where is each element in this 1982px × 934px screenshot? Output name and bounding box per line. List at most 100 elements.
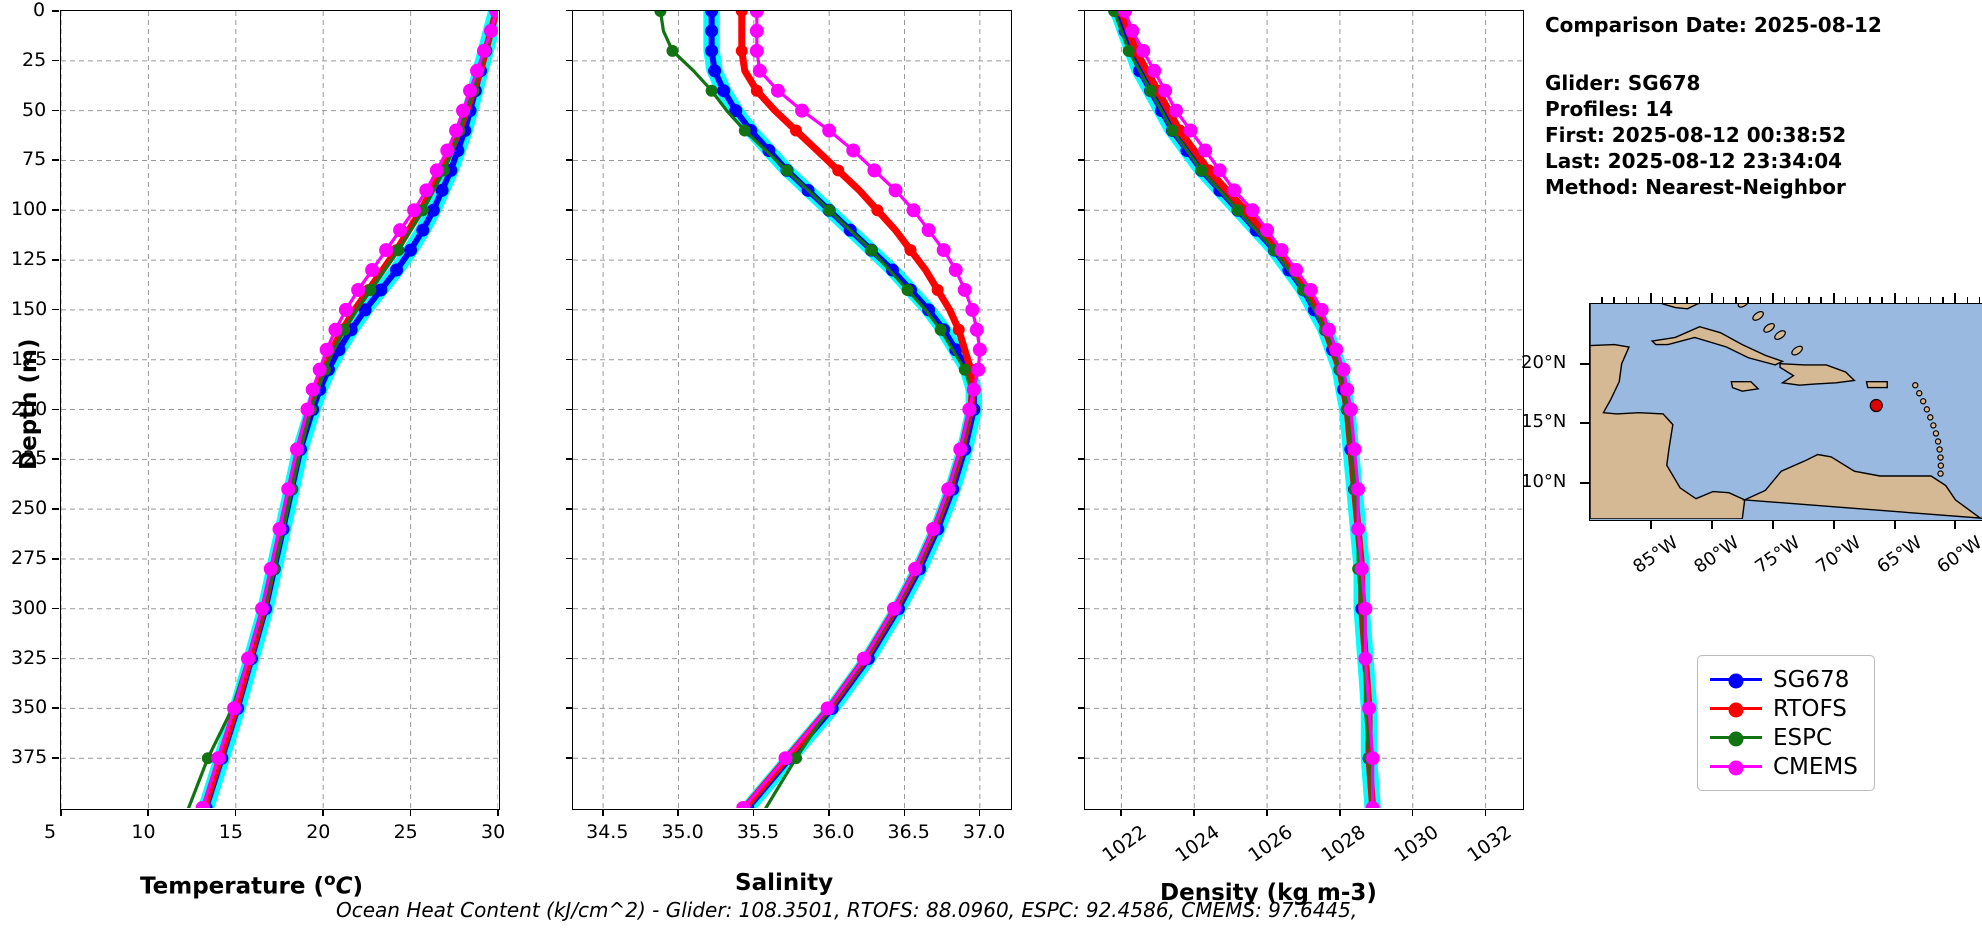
map-lon-minor-tick	[1942, 297, 1944, 303]
map-lon-minor-tick	[1601, 297, 1603, 303]
lesser-antilles-island-0	[1912, 382, 1919, 389]
x-tick-label: 37.0	[962, 821, 1006, 843]
profiles-text: Profiles: 14	[1545, 97, 1674, 121]
legend-marker-dot	[1728, 731, 1744, 747]
temperature-axis-label: Temperature (oC)	[140, 870, 364, 900]
y-tick	[566, 508, 572, 510]
x-tick	[602, 809, 604, 816]
y-tick-label: 275	[11, 546, 48, 569]
x-tick-label: 30	[481, 821, 506, 843]
map-lon-label: 80°W	[1690, 532, 1743, 578]
map-lon-tick	[1771, 521, 1774, 529]
legend-item-rtofs[interactable]: RTOFS	[1710, 694, 1858, 723]
legend-marker-dot	[1728, 673, 1744, 689]
lesser-antilles-island-4	[1927, 414, 1934, 421]
y-tick	[52, 109, 59, 112]
map-lat-label: 10°N	[1521, 471, 1567, 493]
bahamas-island-4	[1774, 330, 1786, 340]
florida-landmass	[1661, 304, 1701, 310]
map-lon-tick	[1649, 521, 1652, 529]
map-lon-minor-tick	[1771, 293, 1774, 303]
y-tick-label: 150	[11, 297, 48, 320]
lesser-antilles-island-2	[1919, 398, 1927, 405]
x-tick-label: 1022	[1098, 821, 1152, 867]
map-lon-minor-tick	[1662, 297, 1664, 303]
x-tick	[828, 809, 830, 816]
map-lon-minor-tick	[1905, 297, 1908, 303]
y-tick	[1078, 557, 1084, 560]
map-lon-tick	[1893, 521, 1896, 529]
x-tick	[1193, 809, 1195, 816]
x-tick	[234, 809, 237, 816]
glider-location-marker	[1869, 398, 1883, 413]
legend-label: ESPC	[1773, 724, 1833, 751]
y-tick-label: 325	[11, 646, 48, 669]
x-tick	[497, 809, 499, 816]
y-tick-label: 250	[11, 497, 48, 520]
legend-marker-dot	[1728, 702, 1744, 718]
map-lon-minor-tick	[1674, 297, 1676, 303]
y-tick	[566, 10, 572, 12]
map-lon-label: 75°W	[1751, 532, 1804, 578]
y-tick-label: 350	[11, 696, 48, 719]
x-tick-label: 35.0	[661, 821, 704, 843]
y-tick	[566, 109, 572, 112]
y-tick	[1078, 109, 1084, 112]
map-lat-tick	[1580, 362, 1589, 365]
y-tick-label: 25	[22, 48, 47, 71]
bahamas-island-5	[1791, 345, 1803, 356]
map-lon-minor-tick	[1710, 293, 1713, 303]
map-lon-minor-tick	[1844, 297, 1847, 303]
y-tick	[566, 358, 572, 361]
legend-label: RTOFS	[1773, 695, 1847, 722]
x-tick-label: 1026	[1244, 821, 1297, 867]
legend-item-espc[interactable]: ESPC	[1710, 723, 1858, 752]
y-tick	[52, 607, 59, 610]
legend-line-swatch	[1710, 673, 1762, 689]
glider-text: Glider: SG678	[1545, 71, 1701, 95]
density-axes	[1084, 10, 1524, 810]
bahamas-island-1	[1737, 304, 1750, 308]
y-tick-label: 125	[11, 248, 48, 271]
map-lon-minor-tick	[1954, 293, 1957, 303]
y-tick	[52, 508, 59, 510]
y-tick	[566, 308, 572, 311]
y-tick	[1078, 259, 1084, 261]
x-tick	[677, 809, 680, 816]
last-profile-text: Last: 2025-08-12 23:34:04	[1545, 149, 1843, 173]
y-tick	[566, 757, 572, 759]
puerto-rico-landmass	[1865, 380, 1888, 389]
y-tick	[1078, 10, 1084, 12]
map-lon-tick	[1710, 521, 1713, 529]
legend-line-swatch	[1710, 760, 1762, 776]
lesser-antilles-island-3	[1923, 406, 1931, 413]
south-america-landmass	[1741, 453, 1982, 519]
map-lon-tick	[1832, 521, 1835, 529]
y-tick	[566, 707, 572, 709]
x-tick	[1484, 809, 1487, 816]
x-tick	[1411, 809, 1414, 816]
map-lon-minor-tick	[1917, 297, 1920, 303]
location-map	[1589, 303, 1982, 521]
y-tick	[566, 59, 572, 62]
x-tick-label: 36.0	[812, 821, 855, 843]
y-tick-label: 175	[11, 347, 48, 370]
y-tick-label: 75	[22, 148, 47, 171]
y-tick	[1078, 757, 1084, 759]
y-tick	[1078, 159, 1084, 161]
map-lon-minor-tick	[1698, 297, 1701, 303]
y-tick	[566, 259, 572, 261]
central-america-landmass	[1590, 304, 1746, 519]
y-tick-label: 50	[22, 98, 47, 121]
lesser-antilles-island-9	[1937, 454, 1944, 461]
y-tick	[1078, 607, 1084, 610]
legend-item-sg678[interactable]: SG678	[1710, 665, 1858, 694]
x-tick-label: 5	[44, 821, 57, 843]
legend-item-cmems[interactable]: CMEMS	[1710, 752, 1858, 781]
hispaniola-landmass	[1779, 362, 1856, 386]
x-tick-label: 15	[218, 821, 243, 843]
lesser-antilles-island-6	[1932, 430, 1940, 437]
map-lon-minor-tick	[1832, 293, 1835, 303]
y-tick	[52, 458, 59, 460]
x-tick	[60, 809, 62, 816]
